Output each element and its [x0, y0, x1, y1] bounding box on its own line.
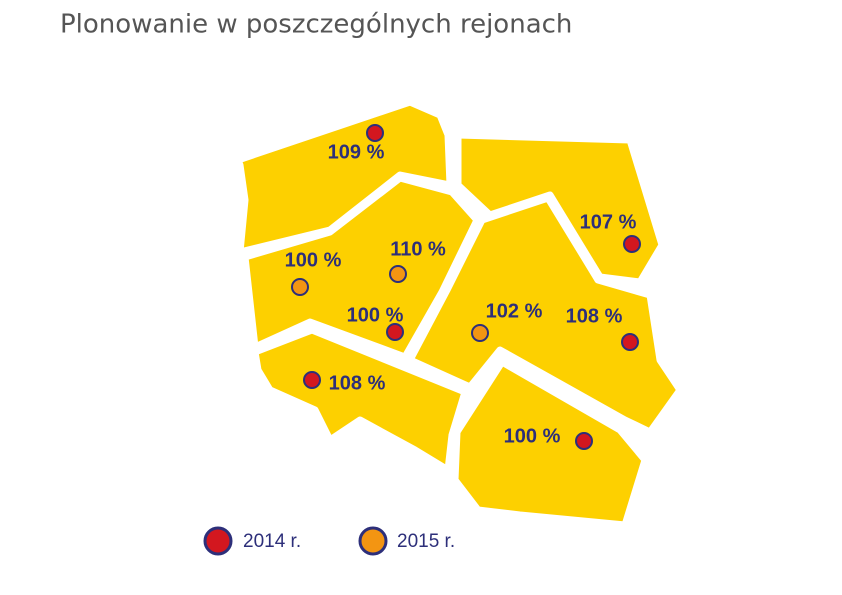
regions — [234, 98, 684, 529]
legend-swatch — [203, 526, 233, 556]
marker-label: 100 % — [504, 425, 561, 447]
region — [451, 358, 649, 529]
title: Plonowanie w poszczególnych rejonach — [60, 10, 572, 40]
marker — [386, 323, 404, 341]
marker-label: 100 % — [285, 249, 342, 271]
marker-label: 107 % — [580, 211, 637, 233]
region — [406, 194, 684, 436]
marker-label: 108 % — [566, 305, 623, 327]
marker — [575, 432, 593, 450]
marker — [621, 333, 639, 351]
marker — [623, 235, 641, 253]
marker-label: 100 % — [347, 304, 404, 326]
marker-label: 108 % — [329, 372, 386, 394]
marker — [471, 324, 489, 342]
legend-label: 2015 r. — [397, 531, 455, 552]
marker-label: 102 % — [486, 300, 543, 322]
region — [251, 326, 469, 474]
marker — [291, 278, 309, 296]
legend-swatch — [358, 526, 388, 556]
marker-label: 110 % — [390, 238, 446, 260]
legend-label: 2014 r. — [243, 531, 301, 552]
marker — [303, 371, 321, 389]
region — [241, 174, 481, 361]
marker — [389, 265, 407, 283]
marker — [366, 124, 384, 142]
marker-label: 109 % — [328, 141, 385, 163]
